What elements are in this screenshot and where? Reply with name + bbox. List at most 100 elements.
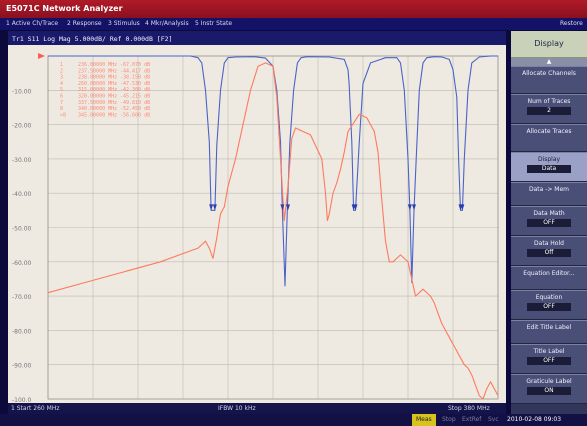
y-tick-label: -90.00	[12, 363, 32, 370]
status-bar: 1 Start 260 MHz IFBW 10 kHz Stop 380 MHz	[8, 403, 506, 414]
instrument-status-bar: Meas Stop ExtRef Svc 2010-02-08 09:03	[0, 414, 587, 426]
y-tick-label: -70.00	[12, 294, 32, 301]
marker-id: 6	[60, 94, 63, 100]
trace-point	[456, 350, 458, 352]
softkey-7[interactable]: Equation Editor...	[511, 266, 587, 290]
menu-bar: 1 Active Ch/Trace 2 Response 3 Stimulus …	[0, 18, 587, 30]
trace-point	[295, 127, 296, 129]
trace-point	[456, 96, 458, 98]
softkey-label: Data Math	[533, 210, 565, 217]
trace-point	[235, 158, 236, 160]
trace-point	[340, 168, 341, 170]
trace-point	[272, 65, 274, 67]
marker-value: -38.150 dB	[120, 75, 150, 81]
y-tick-label: -80.00	[12, 328, 32, 335]
trace-point	[493, 388, 495, 390]
scroll-up-icon[interactable]: ▲	[511, 58, 587, 66]
softkey-value: OFF	[527, 219, 571, 227]
trace-point	[325, 192, 326, 194]
trace-header: Tr1 S11 Log Mag 5.000dB/ Ref 0.000dB [F2…	[12, 35, 172, 43]
softkey-0[interactable]: Allocate Channels	[511, 66, 587, 94]
softkey-11[interactable]: Graticule Label ON	[511, 374, 587, 404]
y-tick-label: -50.00	[12, 226, 32, 233]
trace-point	[362, 83, 364, 84]
marker-frequency: 340.00000 MHz	[78, 106, 117, 112]
softkey-2[interactable]: Allocate Traces	[511, 124, 587, 152]
stop-frequency[interactable]: Stop 380 MHz	[448, 405, 490, 412]
marker-value: -49.810 dB	[120, 100, 150, 106]
trace-point	[407, 158, 409, 160]
softkey-10[interactable]: Title Label OFF	[511, 344, 587, 374]
trace-point	[437, 312, 439, 314]
marker-value: -47.530 dB	[120, 81, 150, 87]
trace-point	[283, 220, 285, 222]
softkey-panel: Display ▲ Allocate Channels Num of Traces…	[511, 31, 587, 414]
softkey-label: Graticule Label	[526, 378, 572, 385]
trace-point	[280, 158, 281, 160]
marker-value: -45.215 dB	[120, 94, 150, 100]
softkey-1[interactable]: Num of Traces 2	[511, 94, 587, 124]
softkey-8[interactable]: Equation OFF	[511, 290, 587, 320]
plot-frame	[47, 55, 499, 400]
softkey-6[interactable]: Data Hold Off	[511, 236, 587, 266]
softkey-3[interactable]: Display Data	[511, 152, 587, 182]
marker-arrow-icon	[280, 204, 285, 211]
softkey-5[interactable]: Data Math OFF	[511, 206, 587, 236]
menu-item-stimulus[interactable]: 3 Stimulus	[108, 20, 140, 27]
marker-arrow-icon	[407, 204, 412, 211]
trace-point	[388, 261, 390, 263]
trace-point	[250, 89, 251, 91]
trace-point	[327, 220, 328, 222]
softkey-label: Title Label	[533, 348, 565, 355]
trace-point	[475, 384, 476, 386]
trace-point	[85, 282, 86, 283]
marker-id: 5	[60, 87, 63, 93]
trace-point	[452, 69, 454, 71]
trace-point	[433, 56, 435, 58]
marker-arrow-icon	[209, 204, 214, 211]
trace-point	[373, 131, 375, 132]
trace-point	[257, 65, 259, 67]
trace-point	[467, 89, 469, 91]
trace-point	[253, 56, 255, 58]
trace-point	[422, 288, 424, 290]
softkey-label: Allocate Traces	[526, 128, 572, 135]
marker-value: -67.070 dB	[120, 62, 150, 68]
trace-point	[462, 209, 463, 211]
trace-point	[381, 199, 383, 201]
menu-item-restore[interactable]: Restore	[560, 20, 583, 27]
marker-arrow-icon	[286, 204, 290, 211]
trace-point	[205, 240, 206, 242]
trace-point	[430, 295, 431, 297]
trace-point	[216, 144, 218, 146]
softkey-9[interactable]: Edit Title Label	[511, 320, 587, 344]
menu-item-instr-state[interactable]: 5 Instr State	[195, 20, 233, 27]
trace-point	[358, 141, 360, 143]
trace-point	[458, 158, 459, 160]
marker-frequency: 320.00000 MHz	[78, 94, 117, 100]
menu-item-active-ch[interactable]: 1 Active Ch/Trace	[6, 20, 59, 27]
start-frequency[interactable]: 1 Start 260 MHz	[11, 405, 60, 412]
trace-point	[343, 151, 345, 153]
trace-point	[276, 96, 278, 98]
ifbw-setting[interactable]: IFBW 10 kHz	[218, 405, 256, 412]
y-tick-label: -30.00	[12, 157, 32, 164]
trace-point	[321, 158, 323, 160]
trace-point	[415, 158, 417, 160]
marker-arrow-icon	[412, 204, 416, 211]
menu-item-response[interactable]: 2 Response	[67, 20, 102, 27]
trace-point	[486, 388, 488, 390]
marker-arrow-icon	[212, 204, 217, 211]
trace-point	[47, 55, 49, 57]
softkey-value: OFF	[527, 357, 571, 365]
trace-point	[463, 364, 465, 366]
trace-point	[297, 62, 298, 64]
trace-point	[289, 141, 291, 143]
trace-point	[445, 330, 446, 331]
trace-point	[302, 131, 304, 132]
menu-item-mkr-analysis[interactable]: 4 Mkr/Analysis	[145, 20, 189, 27]
trace-point	[178, 254, 180, 256]
trace-point	[265, 57, 266, 59]
trace-point	[223, 206, 225, 208]
softkey-4[interactable]: Data -> Mem	[511, 182, 587, 206]
